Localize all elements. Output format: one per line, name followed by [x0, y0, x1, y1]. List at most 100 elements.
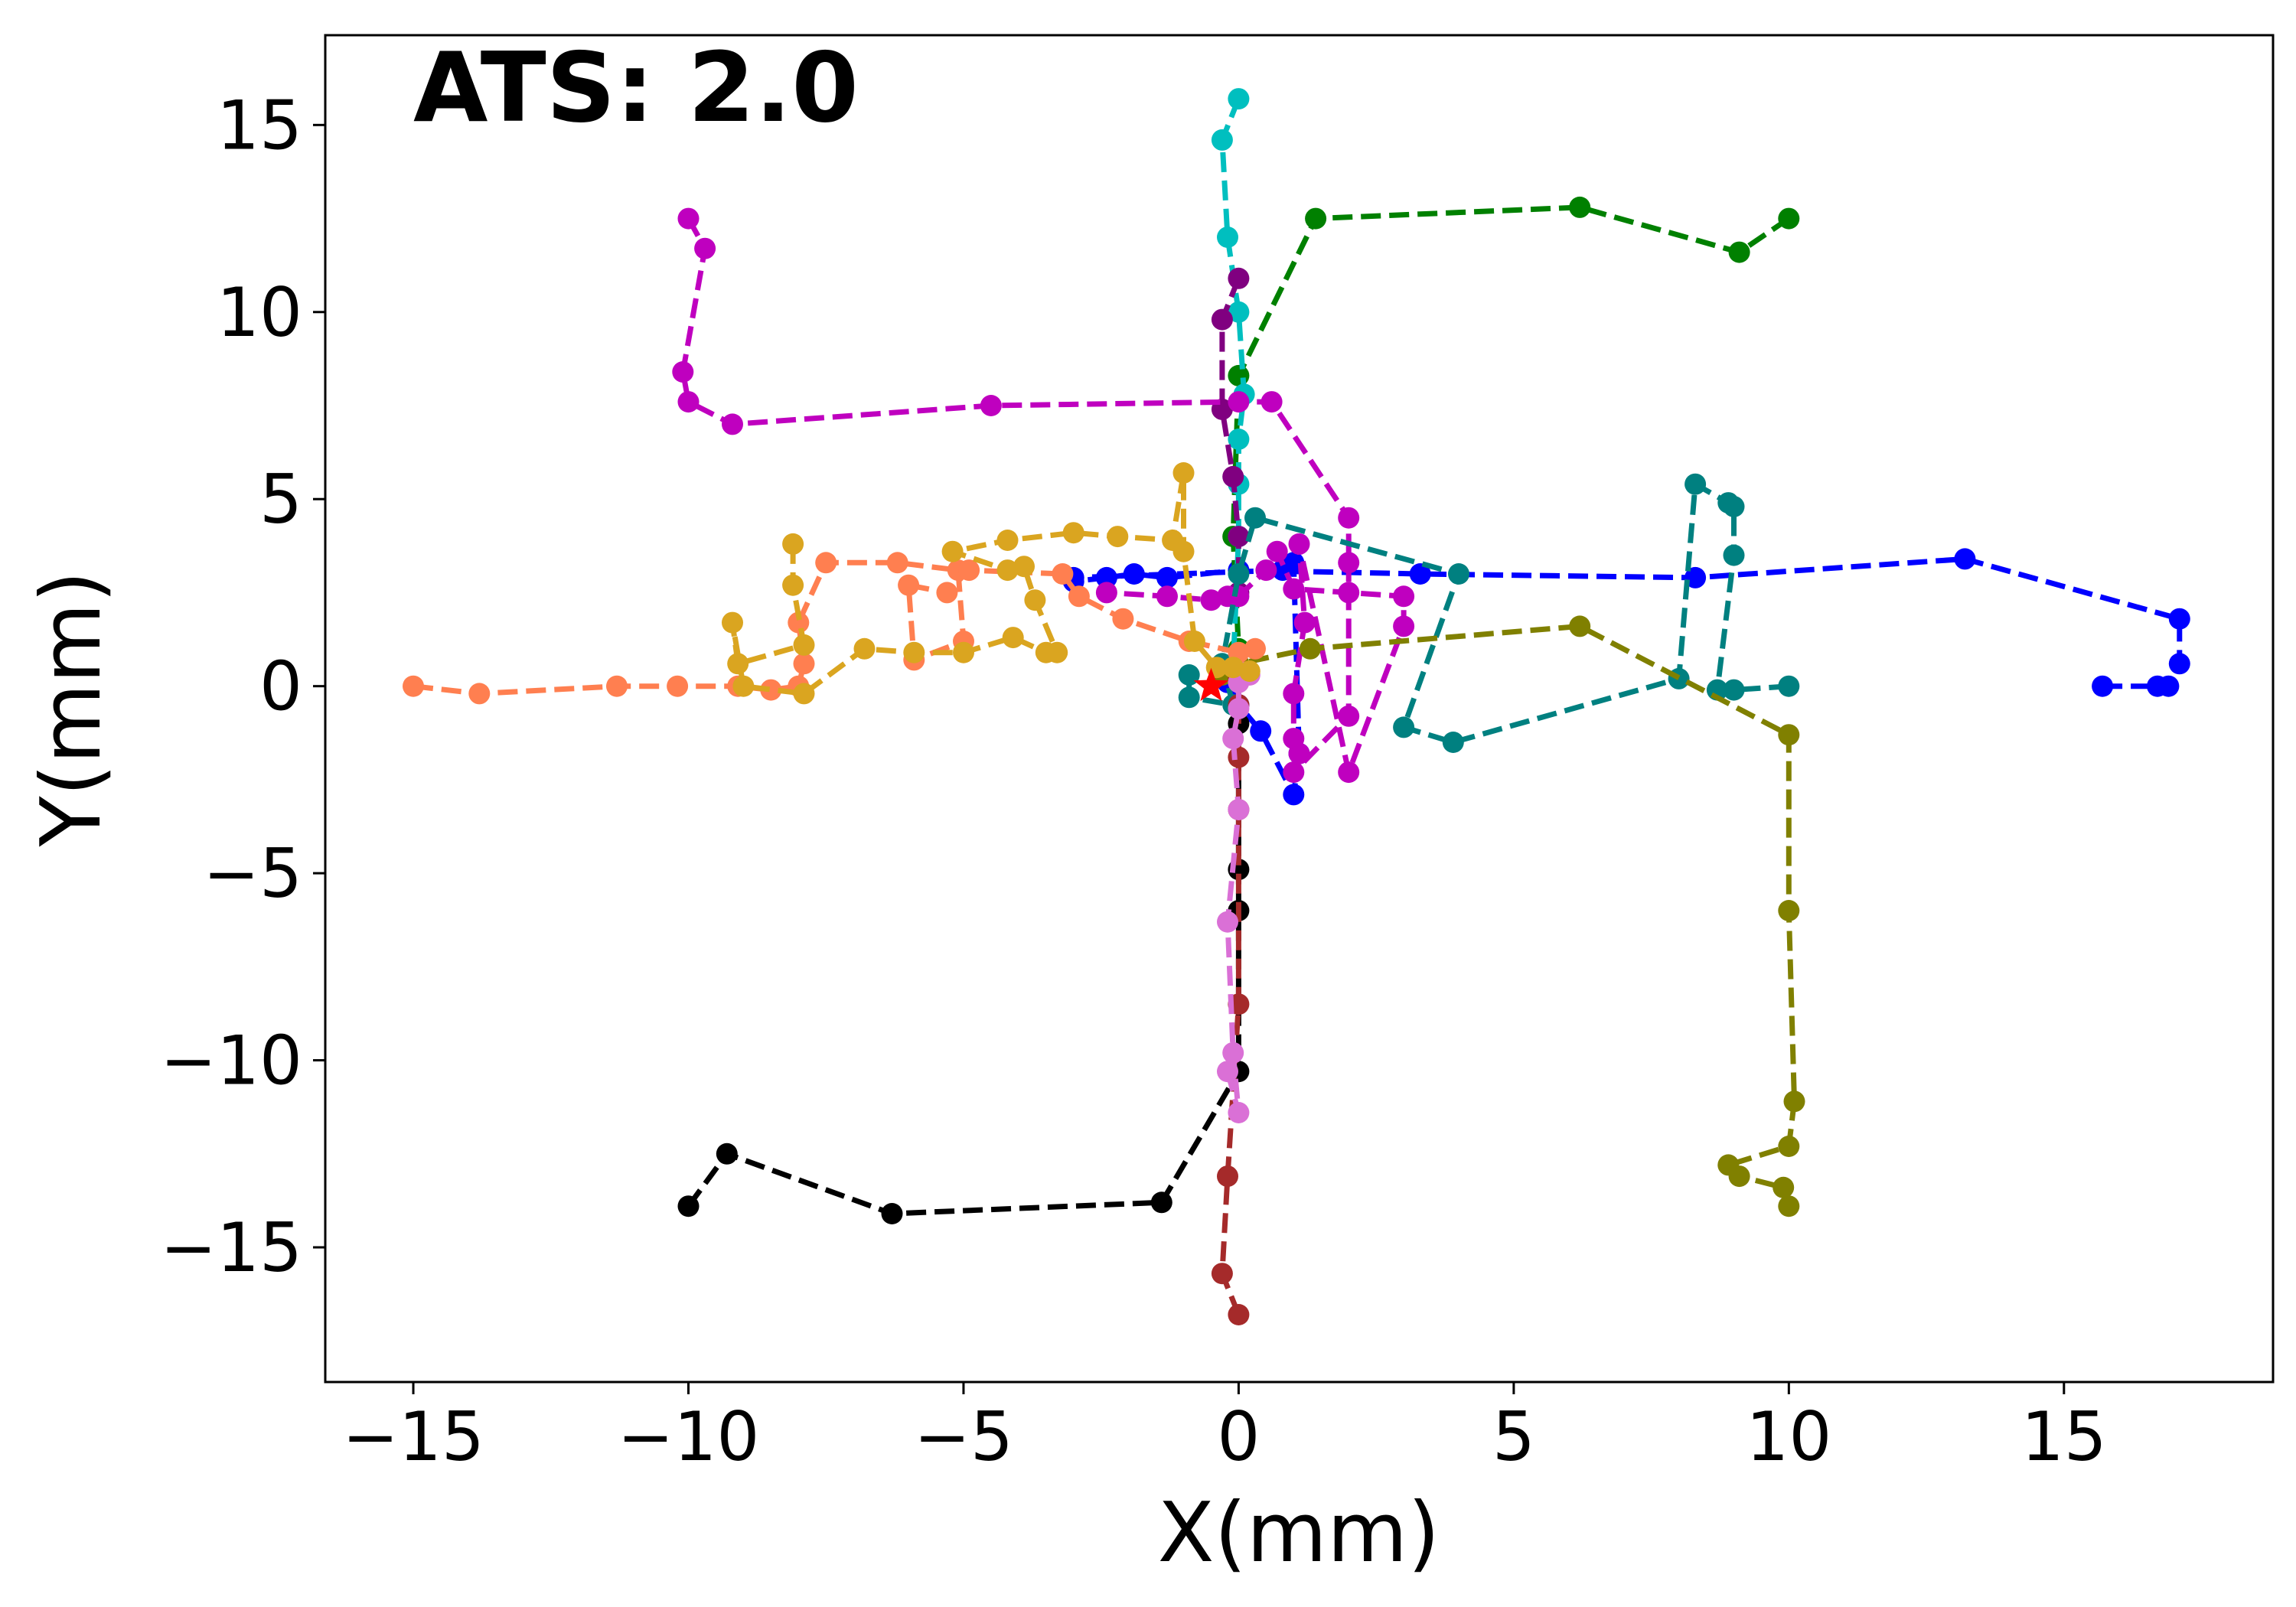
point-magenta-17	[1338, 761, 1360, 784]
x-tick-label-3: 0	[1217, 1397, 1260, 1476]
point-magenta-18	[1393, 615, 1415, 637]
point-green-3	[1305, 207, 1327, 230]
axes-frame	[324, 34, 2275, 1384]
point-goldenrod-21	[1172, 462, 1195, 484]
point-coral-17	[1052, 563, 1074, 585]
point-goldenrod-6	[793, 683, 815, 705]
point-orchid-6	[1228, 698, 1250, 719]
point-green-0	[1778, 207, 1800, 230]
x-axis-ticks: −15 −10 −5 0 5 10 15	[342, 1382, 2107, 1476]
point-blue-6	[1684, 566, 1707, 588]
point-cyan-2	[1217, 227, 1238, 248]
point-blue-3	[2168, 653, 2190, 675]
point-orchid-2	[1222, 1041, 1244, 1064]
point-magenta-11	[1283, 761, 1305, 784]
x-tick-label-5: 10	[1746, 1397, 1831, 1476]
point-coral-18	[1068, 585, 1090, 608]
point-cyan-3	[1228, 301, 1250, 323]
point-black-1	[716, 1143, 738, 1165]
point-blue-17	[1283, 784, 1305, 806]
point-teal-10	[1448, 563, 1469, 585]
point-goldenrod-12	[1046, 641, 1068, 663]
x-tick-label-6: 15	[2021, 1397, 2107, 1476]
point-goldenrod-7	[853, 637, 876, 660]
point-goldenrod-5	[732, 675, 755, 697]
x-tick-label-4: 5	[1492, 1397, 1535, 1476]
series-line-orchid	[1225, 668, 1251, 1116]
point-olive-9	[1299, 637, 1321, 660]
point-purple-0	[1228, 267, 1250, 289]
point-orchid-1	[1228, 1102, 1250, 1123]
series-layer	[403, 88, 2190, 1325]
point-coral-8	[788, 611, 810, 634]
point-purple-4	[1228, 526, 1250, 548]
point-magenta-27	[1156, 585, 1178, 608]
point-blue-11	[1095, 566, 1117, 588]
point-teal-11	[1244, 507, 1266, 529]
point-orchid-3	[1217, 911, 1238, 933]
ats-annotation: ATS: 2.0	[413, 31, 859, 144]
point-goldenrod-10	[1002, 627, 1024, 649]
point-goldenrod-13	[1024, 589, 1046, 611]
y-axis-title: Y(mm)	[24, 571, 119, 848]
point-purple-1	[1211, 308, 1233, 331]
point-magenta-3	[677, 391, 700, 413]
point-teal-3	[1723, 544, 1745, 566]
point-coral-0	[403, 675, 424, 697]
point-coral-9	[815, 552, 837, 574]
point-teal-6	[1684, 473, 1707, 495]
series-line-coral	[413, 559, 1256, 696]
point-coral-19	[1112, 608, 1134, 630]
point-brown-2	[1217, 1165, 1238, 1188]
x-tick-label-2: −5	[914, 1397, 1013, 1476]
point-magenta-8	[1338, 507, 1360, 529]
start-marker-star	[1193, 667, 1229, 702]
point-magenta-1	[694, 237, 716, 259]
point-magenta-14	[1283, 683, 1305, 705]
point-olive-8	[1569, 615, 1591, 637]
point-teal-8	[1442, 732, 1464, 753]
x-axis-title: X(mm)	[1158, 1485, 1440, 1581]
point-goldenrod-9	[953, 641, 974, 663]
x-tick-label-0: −15	[342, 1397, 484, 1476]
point-teal-15	[1178, 686, 1200, 709]
point-goldenrod-14	[1013, 556, 1035, 578]
point-cyan-0	[1228, 88, 1250, 110]
point-coral-22	[1244, 637, 1266, 660]
point-blue-4	[2168, 608, 2190, 630]
point-brown-1	[1211, 1263, 1233, 1285]
point-magenta-23	[1255, 559, 1277, 582]
point-blue-10	[1123, 563, 1145, 585]
y-tick-label-2: −5	[203, 834, 302, 913]
point-goldenrod-15	[996, 559, 1019, 582]
series-goldenrod	[722, 462, 1261, 705]
point-goldenrod-16	[941, 540, 964, 562]
point-blue-18	[1250, 720, 1272, 742]
point-magenta-7	[1261, 391, 1283, 413]
point-magenta-10	[1338, 705, 1360, 727]
point-blue-2	[2157, 675, 2180, 697]
y-tick-label-3: 0	[259, 647, 302, 726]
point-coral-3	[667, 675, 689, 697]
point-magenta-0	[677, 207, 700, 230]
point-coral-7	[793, 653, 815, 675]
y-tick-label-1: −10	[160, 1022, 302, 1100]
point-teal-12	[1228, 563, 1250, 585]
point-magenta-2	[672, 361, 694, 383]
point-goldenrod-18	[1062, 522, 1084, 544]
point-blue-9	[1156, 566, 1178, 588]
point-olive-5	[1783, 1090, 1805, 1113]
point-magenta-22	[1266, 540, 1288, 562]
point-teal-1	[1723, 679, 1745, 701]
start-marker-layer	[1193, 667, 1229, 702]
point-orchid-0	[1217, 1061, 1238, 1083]
point-magenta-21	[1283, 578, 1305, 600]
point-olive-4	[1778, 1136, 1800, 1157]
point-olive-3	[1717, 1154, 1740, 1176]
point-cyan-1	[1211, 129, 1233, 151]
point-orchid-4	[1228, 799, 1250, 820]
point-blue-0	[2092, 675, 2114, 697]
point-coral-1	[468, 683, 491, 705]
